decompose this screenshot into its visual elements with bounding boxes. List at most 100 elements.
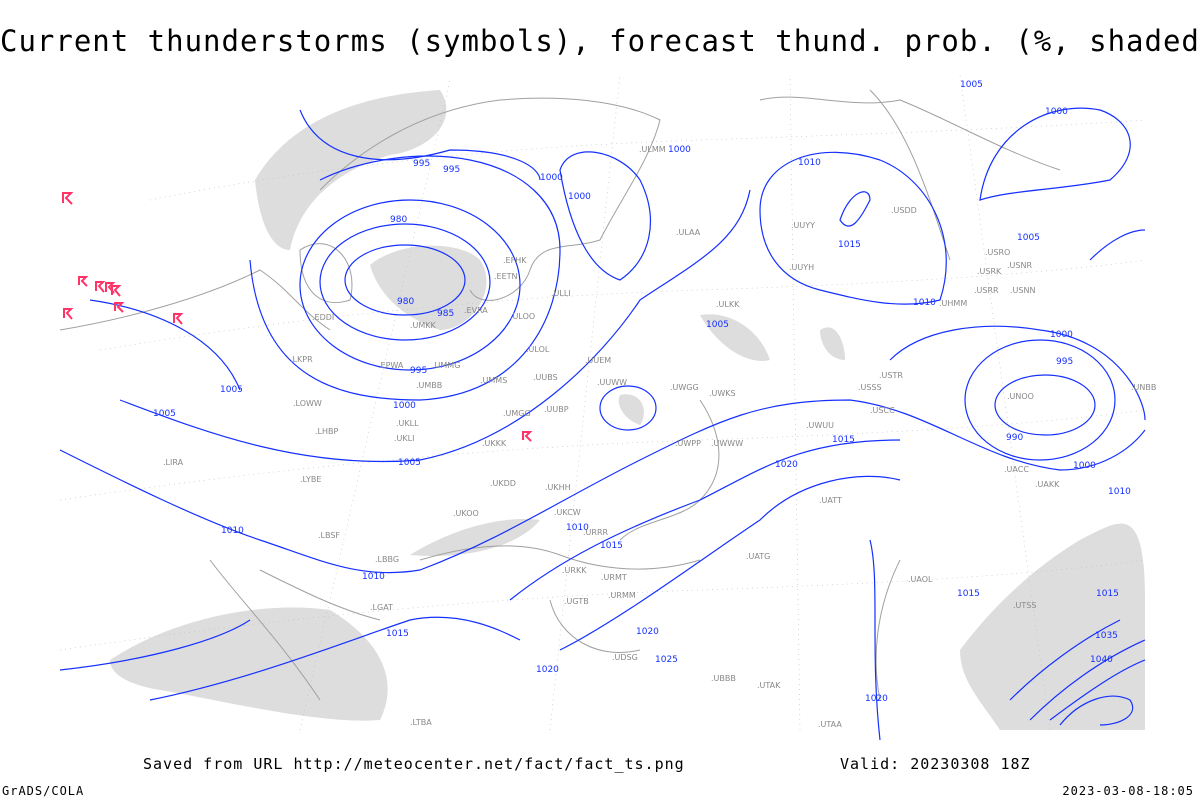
isobar-label: 1000	[1045, 107, 1068, 117]
station-label: .ULOL	[526, 345, 550, 354]
isobar-label: 1010	[798, 158, 821, 168]
station-label: .USNR	[1007, 261, 1032, 270]
station-label: .UWPP	[675, 439, 701, 448]
isobar-label: 980	[397, 297, 414, 307]
station-label: .UUEM	[585, 356, 611, 365]
station-label: .EFHK	[503, 256, 527, 265]
isobar-label: 1005	[706, 320, 729, 330]
thunderstorm-symbols	[62, 192, 533, 442]
station-label: .UKLI	[394, 434, 414, 443]
software-credit: GrADS/COLA	[2, 784, 85, 798]
station-label: .USRR	[974, 286, 999, 295]
station-label: .LYBE	[300, 475, 321, 484]
station-label: .UWGG	[670, 383, 699, 392]
thunderstorm-symbol-icon	[173, 313, 184, 325]
station-labels: .EPWA .UMMG .UMBB .UKLL .UKLI .UKKK .UMMS .UMGG…	[163, 145, 1156, 729]
isobar-label: 1015	[832, 435, 855, 445]
generation-timestamp: 2023-03-08-18:05	[1062, 784, 1194, 798]
station-label: .LBBG	[375, 555, 399, 564]
station-label: .UMGG	[503, 409, 531, 418]
station-label: .UKHH	[545, 483, 571, 492]
station-label: .UUBP	[544, 405, 569, 414]
isobar-label: 1000	[1073, 461, 1096, 471]
station-label: .UUYH	[789, 263, 814, 272]
station-label: .USNN	[1010, 286, 1035, 295]
thunderstorm-symbol-icon	[63, 308, 74, 320]
station-label: .USDD	[891, 206, 917, 215]
station-label: .EPWA	[378, 361, 404, 370]
station-label: .UWWW	[711, 439, 743, 448]
map-title: Current thunderstorms (symbols), forecas…	[0, 24, 1200, 58]
isobar-label: 1010	[221, 526, 244, 536]
isobar-label: 990	[1006, 433, 1023, 443]
station-label: .UAKK	[1035, 480, 1060, 489]
thunderstorm-symbol-icon	[111, 285, 122, 297]
station-label: .UMKK	[410, 321, 437, 330]
station-label: .URKK	[562, 566, 587, 575]
station-label: .URRR	[583, 528, 609, 537]
station-label: .UNOO	[1007, 392, 1034, 401]
isobar-label: 1020	[636, 627, 659, 637]
thunderstorm-symbol-icon	[105, 282, 116, 294]
station-label: .UAOL	[908, 575, 933, 584]
isobar-label: 1010	[362, 572, 385, 582]
station-label: .UMBB	[416, 381, 442, 390]
station-label: .UDSG	[612, 653, 638, 662]
thunderstorm-symbol-icon	[114, 302, 125, 313]
isobar-label: 995	[443, 165, 460, 175]
station-label: .UACC	[1004, 465, 1029, 474]
isobar-label: 1020	[775, 460, 798, 470]
isobar-label: 1015	[1096, 589, 1119, 599]
isobar-label: 1015	[957, 589, 980, 599]
isobar-label: 985	[437, 309, 454, 319]
station-label: .USRK	[977, 267, 1002, 276]
isobar-label: 995	[1056, 357, 1073, 367]
thunderstorm-symbol-icon	[95, 281, 106, 293]
station-label: .UATG	[746, 552, 770, 561]
thunderstorm-symbol-icon	[78, 276, 89, 287]
map-frame	[55, 70, 1145, 730]
station-label: .UBBB	[711, 674, 736, 683]
isobars	[59, 107, 1146, 741]
isobar-label: 1000	[540, 173, 563, 183]
station-label: .ULMM	[639, 145, 666, 154]
isobar-label: 1010	[913, 298, 936, 308]
station-label: .UTAA	[818, 720, 842, 729]
station-label: .EVRA	[464, 306, 488, 315]
station-label: .UWKS	[709, 389, 736, 398]
source-url-text: Saved from URL http://meteocenter.net/fa…	[143, 755, 685, 773]
lat-lon-grid	[59, 74, 1146, 731]
station-label: .UKKK	[482, 439, 507, 448]
isobar-label: 1010	[566, 523, 589, 533]
station-label: .ULKK	[716, 300, 740, 309]
isobar-label: 1025	[655, 655, 678, 665]
isobar-label: 995	[413, 159, 430, 169]
station-label: .URMM	[608, 591, 636, 600]
station-label: .ULLI	[551, 289, 571, 298]
station-label: .EETN	[494, 272, 518, 281]
isobar-label: 1015	[838, 240, 861, 250]
station-label: .ULAA	[676, 228, 701, 237]
station-label: .USCC	[870, 406, 895, 415]
station-label: .URMT	[601, 573, 627, 582]
station-label: .LTBA	[410, 718, 432, 727]
thunderstorm-symbol-icon	[522, 431, 533, 442]
isobar-label: 1005	[398, 458, 421, 468]
station-label: .LOWW	[293, 399, 322, 408]
station-label: .EDDI	[312, 313, 334, 322]
station-label: .UTSS	[1013, 601, 1036, 610]
isobar-labels: 980 980 985 995 995 995 1000 1000 1000 1…	[153, 80, 1131, 704]
isobar-label: 1000	[1050, 330, 1073, 340]
station-label: .UGTB	[564, 597, 589, 606]
shaded-probability-areas	[110, 90, 1145, 730]
station-label: .UUWW	[597, 378, 627, 387]
station-label: .UNBB	[1131, 383, 1156, 392]
thunderstorm-symbol-icon	[62, 192, 74, 205]
station-label: .UKOO	[453, 509, 479, 518]
isobar-label: 1005	[153, 409, 176, 419]
isobar-label: 1035	[1095, 631, 1118, 641]
station-label: .USSS	[858, 383, 882, 392]
station-label: .USRO	[985, 248, 1010, 257]
isobar-label: 1000	[668, 145, 691, 155]
